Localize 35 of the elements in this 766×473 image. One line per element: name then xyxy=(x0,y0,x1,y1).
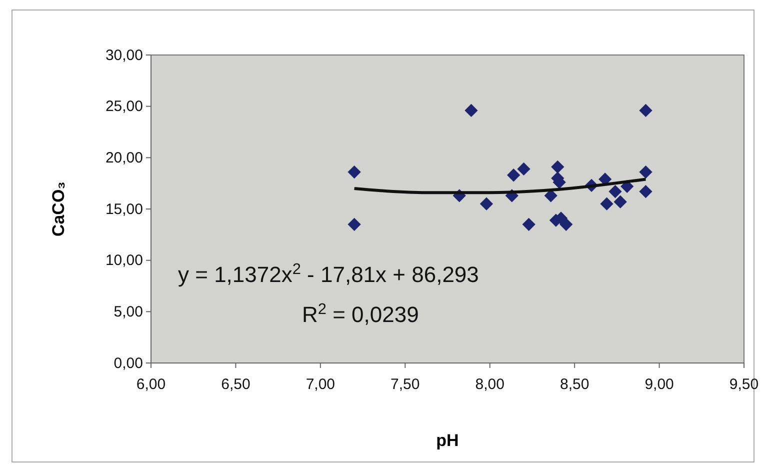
point xyxy=(348,218,361,231)
point xyxy=(507,168,520,182)
x-tick-label: 8,00 xyxy=(475,376,504,393)
x-tick-label: 7,50 xyxy=(390,376,420,393)
annotation: R$^{2}$ = 0,0239 xyxy=(302,300,419,327)
x-tick-label: 8,50 xyxy=(560,376,590,393)
point xyxy=(560,218,573,231)
point xyxy=(544,189,558,202)
x-tick-label: 7,00 xyxy=(306,376,336,393)
y-tick-label: 10,00 xyxy=(105,252,143,270)
y-tick-label: 20,00 xyxy=(105,149,143,166)
point xyxy=(480,197,494,210)
point xyxy=(522,218,536,231)
x-tick-label: 6,50 xyxy=(221,376,250,393)
point xyxy=(639,184,652,198)
annotation: y = 1,1372x$^{2}$ - 17,81x + 86,293 xyxy=(178,260,479,287)
point xyxy=(608,184,622,198)
x-tick-label: 6,00 xyxy=(136,376,166,393)
point xyxy=(464,104,478,118)
y-tick-label: 0,00 xyxy=(114,354,143,372)
point xyxy=(517,162,530,176)
point xyxy=(348,165,361,179)
y-tick-label: 5,00 xyxy=(114,303,143,320)
point xyxy=(639,165,652,179)
x-tick-label: 9,00 xyxy=(644,376,674,393)
y-tick-label: 15,00 xyxy=(105,200,143,218)
y-tick-label: 30,00 xyxy=(105,46,143,64)
y-tick-label: 25,00 xyxy=(105,98,143,116)
point xyxy=(639,104,652,118)
point xyxy=(551,160,564,174)
x-tick-label: 9,50 xyxy=(729,376,759,393)
point xyxy=(614,195,627,208)
y-axis-title: CaCO₃ xyxy=(49,181,68,237)
point xyxy=(600,197,614,210)
x-axis-title: pH xyxy=(436,431,459,450)
